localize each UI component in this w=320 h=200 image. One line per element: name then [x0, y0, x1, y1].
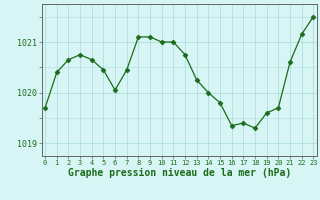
- X-axis label: Graphe pression niveau de la mer (hPa): Graphe pression niveau de la mer (hPa): [68, 168, 291, 178]
